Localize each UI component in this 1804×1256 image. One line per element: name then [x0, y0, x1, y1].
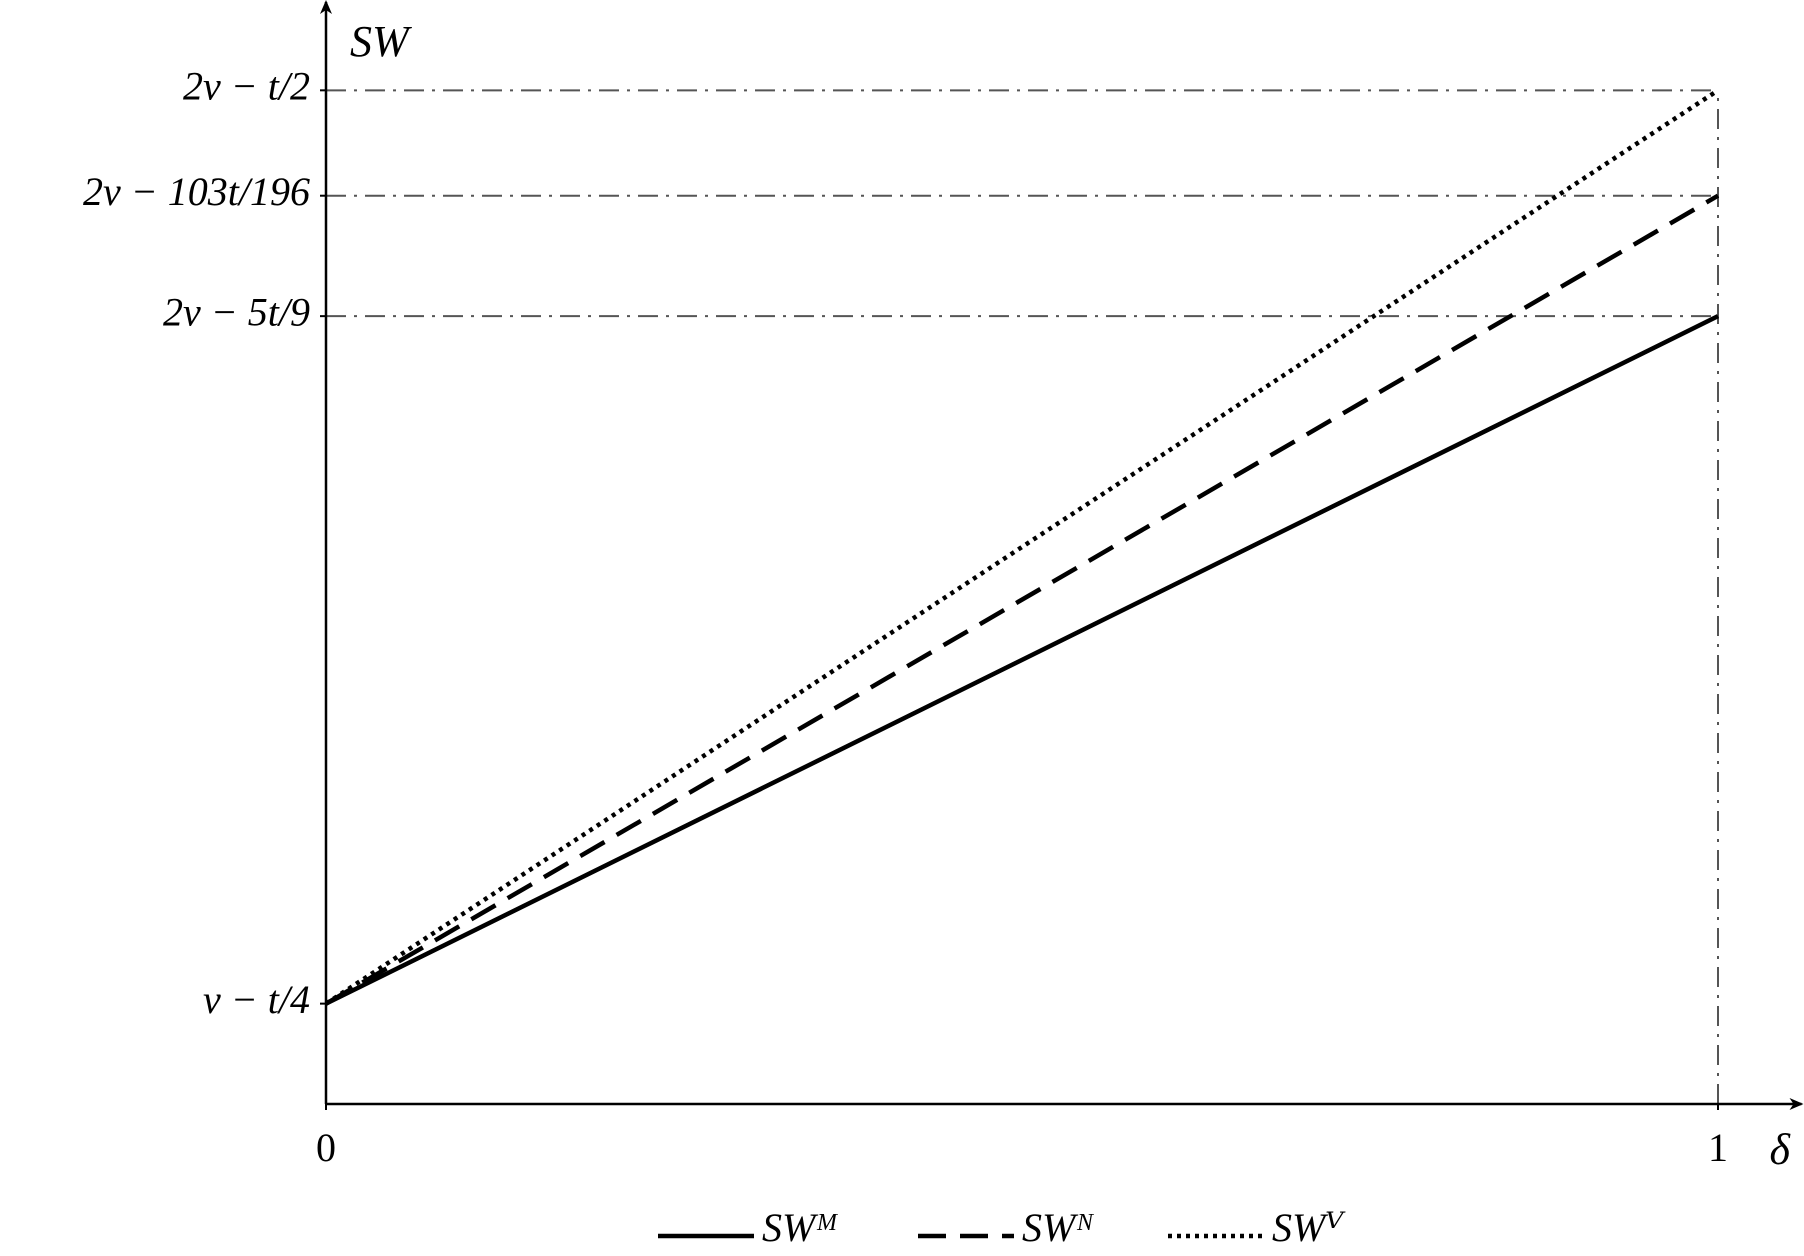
- y-tick-label: 2v − t/2: [183, 63, 310, 108]
- y-tick-label: 2v − 5t/9: [163, 289, 310, 334]
- x-tick-label: 1: [1708, 1125, 1728, 1170]
- series-line: [324, 88, 1720, 1006]
- y-tick-label: 2v − 103t/196: [83, 169, 310, 214]
- legend-label: SWᴹ: [762, 1205, 838, 1250]
- legend-label: SWᴺ: [1022, 1205, 1094, 1250]
- y-tick-label: v − t/4: [203, 977, 310, 1022]
- x-axis-label: δ: [1770, 1125, 1792, 1174]
- legend-label: SWⱽ: [1272, 1205, 1346, 1250]
- x-tick-label: 0: [316, 1125, 336, 1170]
- series-line: [325, 314, 1719, 1006]
- series-line: [324, 193, 1720, 1006]
- y-axis-label: SW: [350, 17, 412, 66]
